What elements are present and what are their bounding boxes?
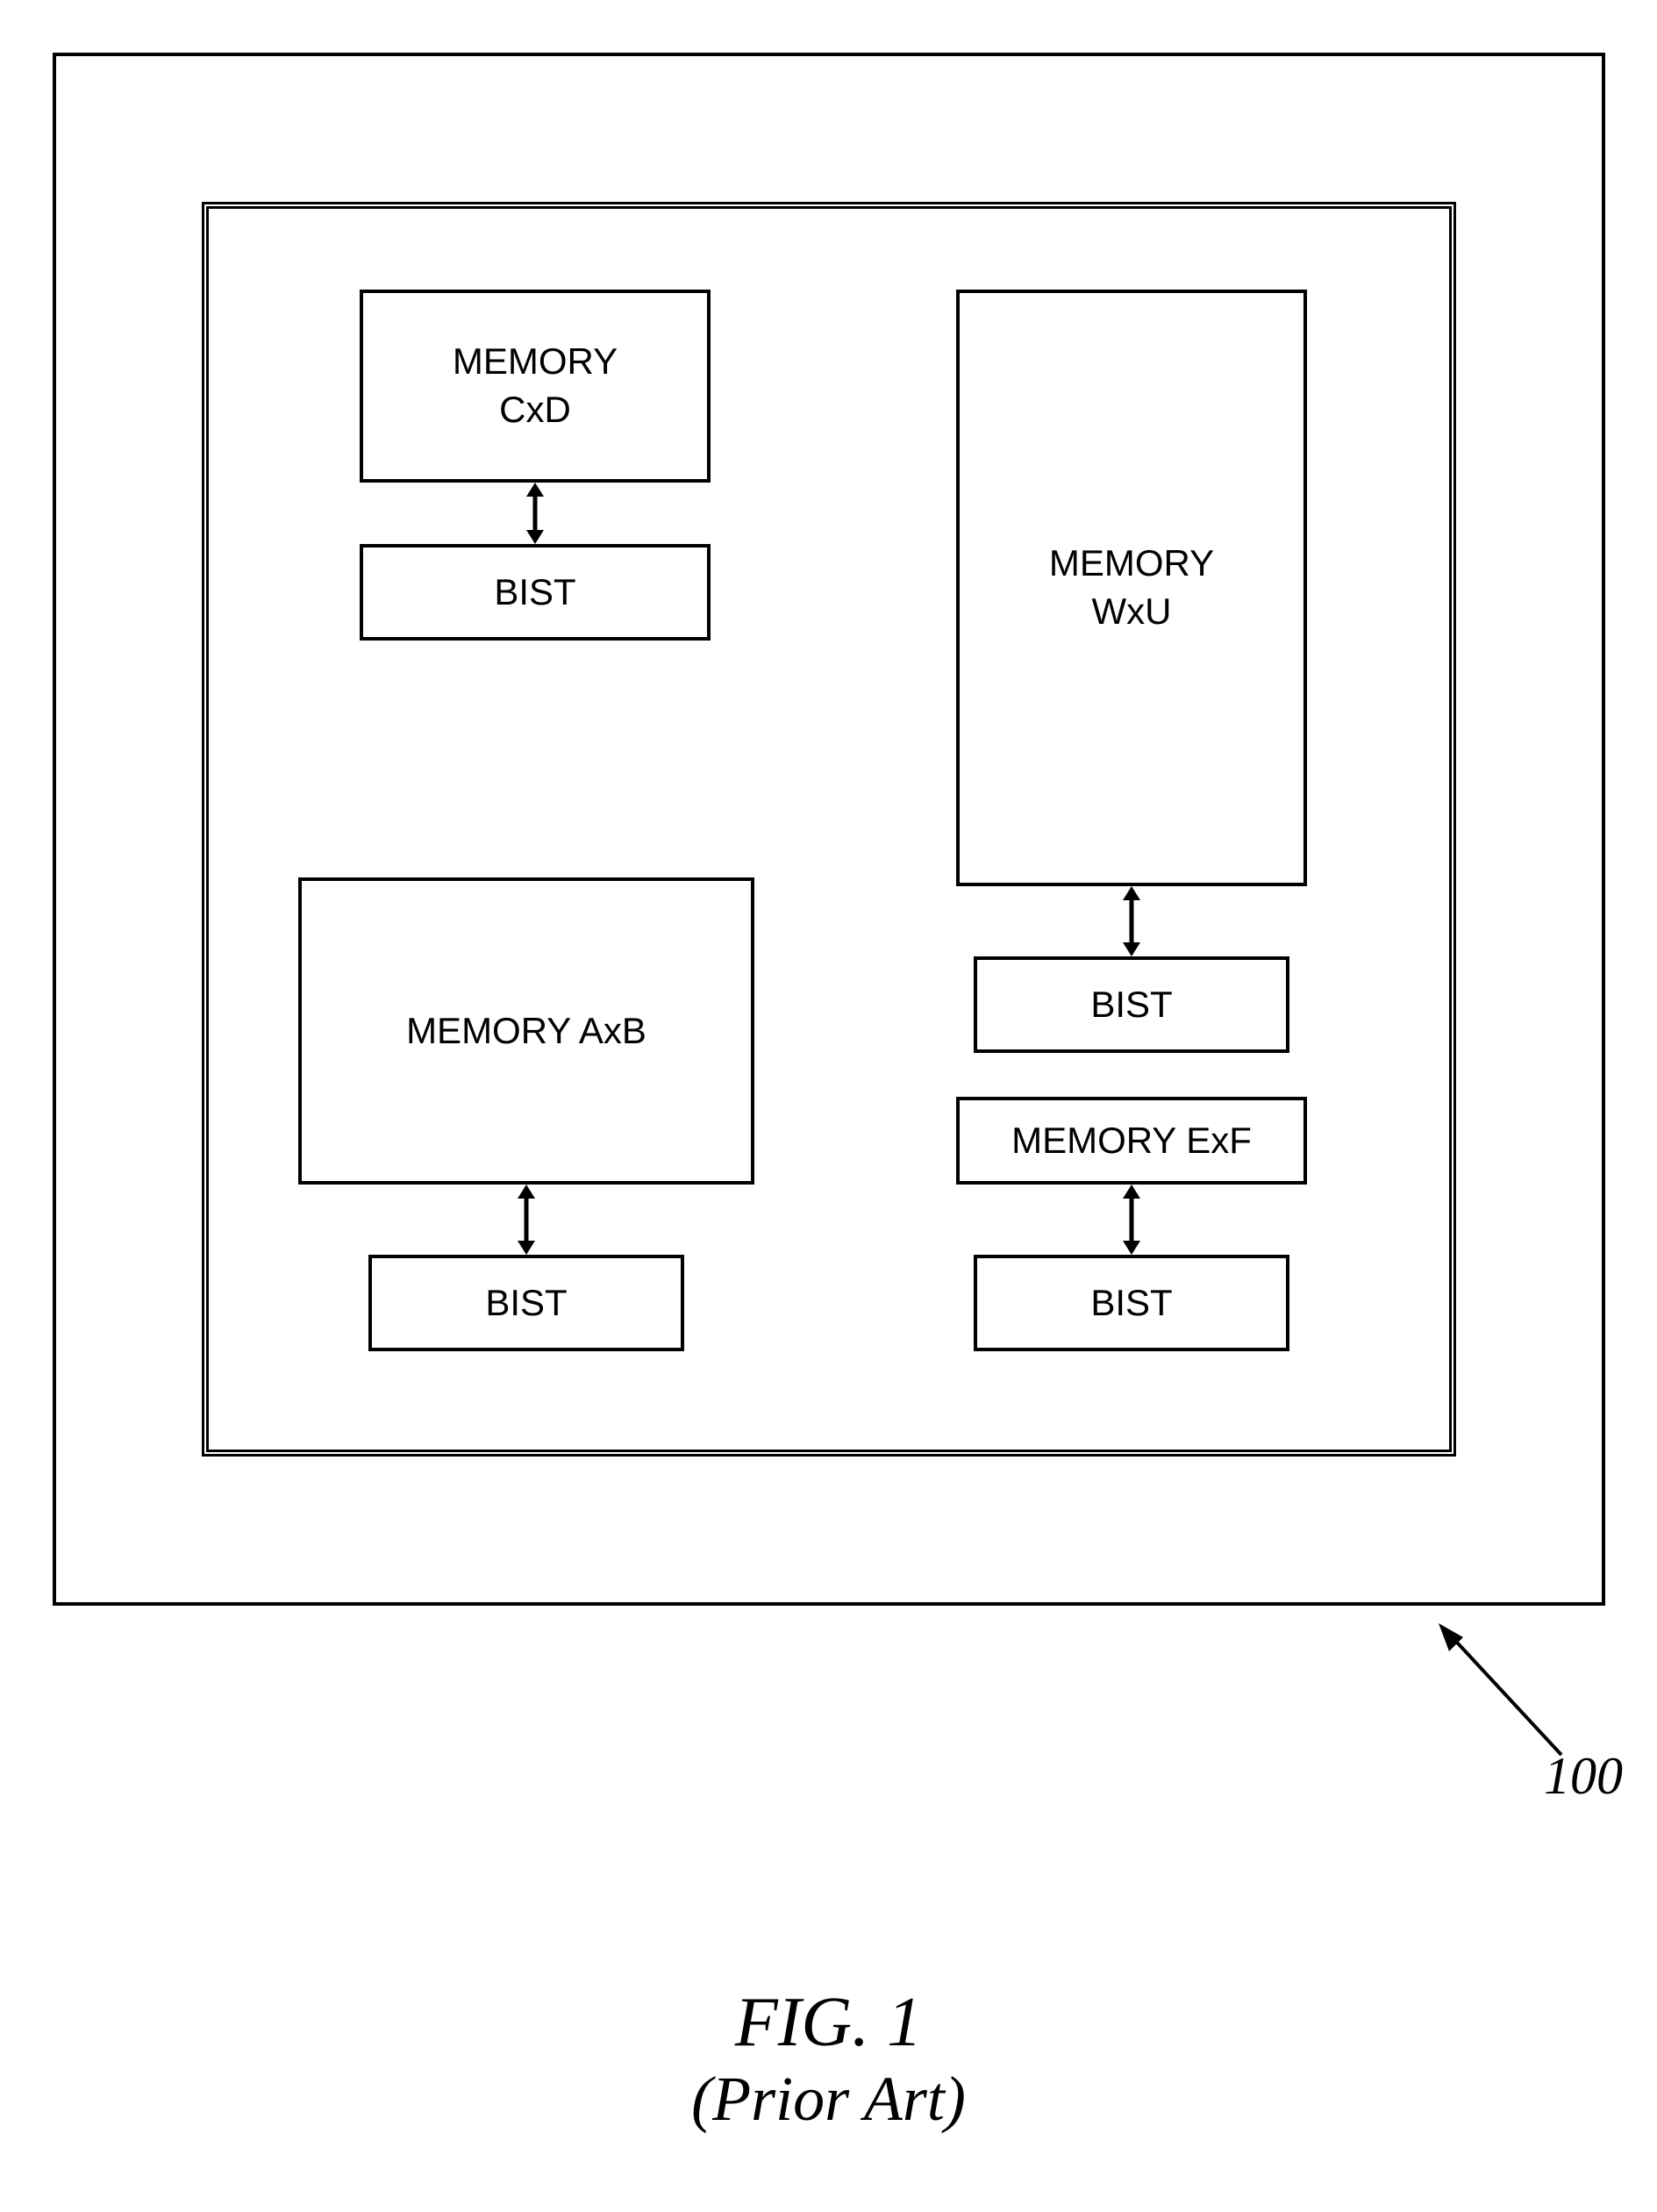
memory-exf-label: MEMORY ExF	[1011, 1117, 1252, 1165]
connector-wxu-bist	[1114, 886, 1149, 956]
memory-cxd-label-line2: CxD	[499, 389, 571, 430]
memory-wxu-label-line1: MEMORY	[1049, 542, 1214, 583]
bist-wxu-label: BIST	[1090, 981, 1172, 1029]
memory-exf-block: MEMORY ExF	[956, 1097, 1307, 1185]
connector-cxd-bist	[518, 483, 553, 544]
prior-art-label: (Prior Art)	[0, 2063, 1657, 2136]
bist-exf-label: BIST	[1090, 1279, 1172, 1328]
bist-cxd-block: BIST	[360, 544, 711, 641]
connector-exf-bist	[1114, 1185, 1149, 1255]
bist-axb-label: BIST	[485, 1279, 567, 1328]
reference-number: 100	[1544, 1746, 1623, 1807]
memory-axb-block: MEMORY AxB	[298, 877, 754, 1185]
figure-label: FIG. 1	[0, 1983, 1657, 2063]
memory-axb-label: MEMORY AxB	[406, 1007, 646, 1056]
memory-cxd-label-line1: MEMORY	[453, 340, 618, 382]
bist-exf-block: BIST	[974, 1255, 1289, 1351]
figure-caption: FIG. 1 (Prior Art)	[0, 1983, 1657, 2136]
bist-cxd-label: BIST	[494, 569, 575, 617]
connector-axb-bist	[509, 1185, 544, 1255]
bist-wxu-block: BIST	[974, 956, 1289, 1053]
bist-axb-block: BIST	[368, 1255, 684, 1351]
memory-cxd-block: MEMORY CxD	[360, 290, 711, 483]
memory-wxu-block: MEMORY WxU	[956, 290, 1307, 886]
memory-wxu-label-line2: WxU	[1092, 591, 1172, 632]
